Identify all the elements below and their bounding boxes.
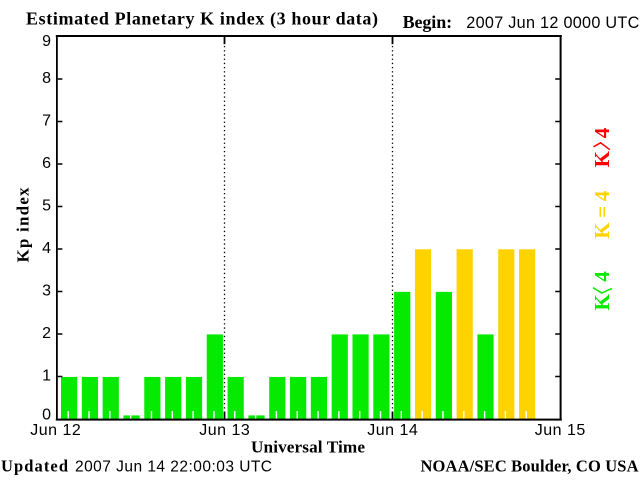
svg-text:0: 0	[42, 407, 51, 424]
svg-text:5: 5	[42, 198, 51, 215]
svg-text:9: 9	[42, 33, 51, 50]
svg-text:Jun 12: Jun 12	[30, 422, 81, 439]
svg-text:Estimated Planetary K index (3: Estimated Planetary K index (3 hour data…	[26, 9, 378, 30]
svg-text:7: 7	[42, 113, 51, 130]
svg-text:Universal Time: Universal Time	[251, 438, 365, 457]
svg-text:8: 8	[42, 70, 51, 87]
svg-text:2007 Jun 14 22:00:03 UTC: 2007 Jun 14 22:00:03 UTC	[75, 459, 272, 476]
svg-text:1: 1	[42, 368, 51, 385]
svg-text:2007 Jun 12 0000 UTC: 2007 Jun 12 0000 UTC	[466, 14, 639, 32]
svg-text:K=4: K=4	[590, 190, 614, 239]
svg-text:4: 4	[590, 271, 614, 282]
svg-text:4: 4	[42, 240, 51, 257]
svg-text:2: 2	[42, 325, 51, 342]
svg-text:K: K	[590, 150, 614, 167]
svg-text:Jun 15: Jun 15	[535, 422, 586, 439]
svg-text:4: 4	[590, 127, 614, 138]
svg-text:Begin:: Begin:	[403, 12, 453, 32]
svg-text:Jun 13: Jun 13	[199, 422, 250, 439]
svg-text:NOAA/SEC Boulder, CO USA: NOAA/SEC Boulder, CO USA	[421, 457, 639, 476]
svg-text:3: 3	[42, 283, 51, 300]
svg-text:Kp index: Kp index	[14, 187, 33, 263]
svg-text:Jun 14: Jun 14	[367, 422, 418, 439]
svg-text:K: K	[590, 294, 614, 311]
svg-text:6: 6	[42, 155, 51, 172]
svg-text:Updated: Updated	[1, 457, 68, 476]
